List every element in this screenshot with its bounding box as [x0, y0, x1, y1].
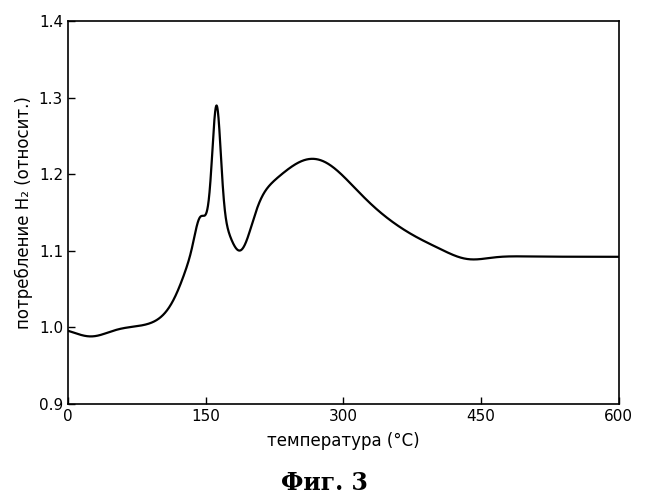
Y-axis label: потребление H₂ (относит.): потребление H₂ (относит.) — [15, 96, 33, 329]
X-axis label: температура (°C): температура (°C) — [267, 432, 419, 450]
Text: Фиг. 3: Фиг. 3 — [281, 471, 367, 495]
